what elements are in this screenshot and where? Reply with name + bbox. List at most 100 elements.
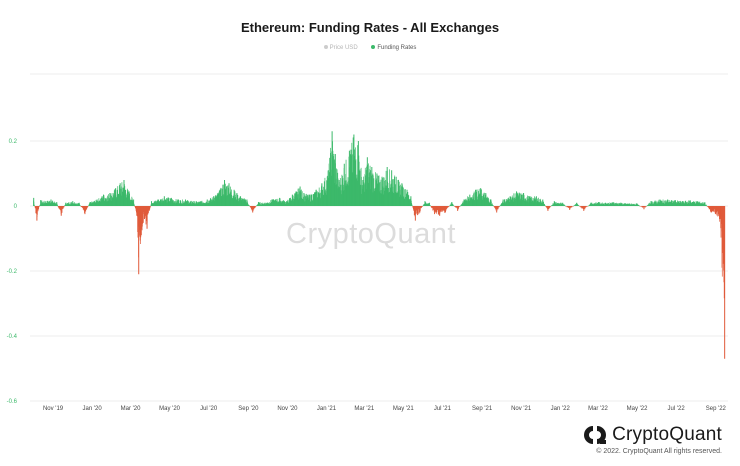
funding-rate-spike bbox=[704, 202, 706, 206]
funding-rate-bar bbox=[538, 197, 539, 206]
funding-rate-spike bbox=[583, 206, 585, 211]
funding-rate-spike bbox=[636, 203, 638, 206]
funding-rate-spike bbox=[674, 200, 676, 206]
funding-rate-spike bbox=[200, 201, 202, 207]
funding-rate-bar bbox=[394, 175, 396, 206]
x-tick-label: Nov '21 bbox=[511, 406, 532, 412]
y-tick-label: 0.2 bbox=[9, 139, 18, 145]
funding-rate-spike bbox=[598, 202, 600, 206]
funding-rate-bar bbox=[41, 200, 43, 206]
funding-rate-spike bbox=[219, 189, 221, 206]
funding-rate-spike bbox=[612, 202, 614, 206]
funding-rate-spike bbox=[410, 196, 412, 206]
legend-item-price-usd[interactable]: Price USD bbox=[323, 45, 358, 51]
x-tick-label: Sep '21 bbox=[472, 406, 493, 412]
funding-rate-spike bbox=[475, 189, 477, 206]
funding-rate-bar bbox=[552, 203, 554, 206]
funding-rate-bar bbox=[685, 200, 687, 206]
funding-rate-bar bbox=[110, 193, 112, 206]
funding-rate-bar bbox=[357, 145, 358, 206]
funding-rate-spike bbox=[303, 193, 305, 206]
funding-rate-spike bbox=[502, 199, 504, 206]
funding-rate-spike bbox=[157, 199, 159, 206]
funding-rate-spike bbox=[529, 196, 531, 206]
funding-rate-bar bbox=[249, 205, 250, 206]
funding-rate-bar bbox=[518, 192, 520, 206]
y-tick-label: -0.6 bbox=[7, 399, 18, 405]
funding-rate-spike bbox=[463, 199, 465, 206]
funding-rate-bar bbox=[571, 206, 573, 208]
funding-rate-spike bbox=[257, 202, 259, 206]
funding-rate-bar bbox=[393, 179, 394, 206]
funding-rate-spike bbox=[724, 206, 726, 359]
funding-rate-spike bbox=[213, 196, 215, 206]
funding-rate-bar bbox=[607, 202, 609, 206]
funding-rate-bar bbox=[369, 165, 371, 206]
funding-rate-spike bbox=[177, 199, 179, 206]
funding-rate-bar bbox=[504, 199, 506, 206]
funding-rate-bar bbox=[254, 206, 256, 208]
funding-rate-spike bbox=[628, 203, 630, 206]
x-tick-label: Nov '20 bbox=[277, 406, 298, 412]
funding-rate-bar bbox=[94, 201, 96, 206]
funding-rate-spike bbox=[620, 202, 622, 206]
funding-rate-bar bbox=[253, 206, 255, 209]
funding-rate-bar bbox=[297, 188, 299, 206]
funding-rate-bar bbox=[201, 200, 203, 206]
copyright-text: © 2022. CryptoQuant All rights reserved. bbox=[596, 448, 722, 455]
legend-dot-price-usd bbox=[323, 45, 328, 50]
funding-rate-bar bbox=[492, 203, 493, 206]
funding-rate-spike bbox=[457, 206, 459, 211]
x-tick-label: Mar '22 bbox=[588, 406, 608, 412]
funding-rate-bar bbox=[150, 206, 151, 208]
funding-rate-spike bbox=[78, 202, 80, 206]
funding-rate-spike bbox=[439, 206, 441, 216]
funding-rate-spike bbox=[343, 163, 345, 206]
funding-rate-spike bbox=[509, 196, 511, 206]
funding-rate-spike bbox=[523, 193, 525, 206]
funding-rate-spike bbox=[469, 194, 471, 207]
funding-rate-spike bbox=[72, 201, 74, 207]
legend-item-funding-rates[interactable]: Funding Rates bbox=[371, 45, 416, 51]
funding-rate-bar bbox=[262, 203, 264, 206]
funding-rate-spike bbox=[133, 199, 135, 206]
funding-rate-bar bbox=[705, 204, 707, 206]
funding-rate-bar bbox=[336, 169, 338, 206]
funding-rate-bar bbox=[167, 198, 168, 206]
x-tick-label: Sep '20 bbox=[238, 406, 259, 412]
funding-rate-bar bbox=[34, 205, 35, 206]
x-tick-label: Sep '22 bbox=[706, 406, 727, 412]
funding-rate-spike bbox=[233, 189, 235, 206]
funding-rate-spike bbox=[576, 202, 578, 206]
chart-gridlines bbox=[30, 73, 728, 402]
funding-rate-spike bbox=[386, 167, 388, 206]
funding-rate-spike bbox=[496, 206, 498, 213]
funding-rate-spike bbox=[163, 196, 165, 206]
y-tick-label: -0.2 bbox=[7, 269, 18, 275]
funding-rate-bar bbox=[227, 187, 229, 206]
funding-rate-bar bbox=[301, 189, 302, 206]
funding-rate-spike bbox=[689, 200, 691, 206]
funding-rate-spike bbox=[45, 201, 47, 207]
funding-rate-bar bbox=[473, 191, 475, 206]
funding-rate-spike bbox=[419, 206, 421, 213]
funding-rate-spike bbox=[309, 194, 311, 207]
funding-rate-spike bbox=[151, 201, 153, 207]
funding-rate-spike bbox=[60, 206, 62, 216]
funding-rate-bar bbox=[458, 206, 460, 208]
funding-rate-spike bbox=[334, 154, 336, 206]
funding-rate-spike bbox=[547, 206, 549, 211]
logo-text: CryptoQuant bbox=[612, 424, 722, 445]
funding-rate-bar bbox=[378, 175, 380, 206]
funding-rate-spike bbox=[362, 180, 364, 206]
funding-rate-bar bbox=[411, 204, 413, 206]
funding-rate-bar bbox=[528, 196, 529, 206]
legend-dot-funding-rates bbox=[371, 45, 376, 50]
funding-rate-spike bbox=[381, 176, 383, 206]
funding-rate-bar bbox=[334, 159, 335, 206]
funding-rate-bar bbox=[134, 205, 135, 206]
funding-rate-spike bbox=[84, 206, 86, 215]
funding-rate-spike bbox=[434, 206, 436, 215]
funding-rate-spike bbox=[667, 199, 669, 206]
funding-rate-spike bbox=[65, 202, 67, 206]
